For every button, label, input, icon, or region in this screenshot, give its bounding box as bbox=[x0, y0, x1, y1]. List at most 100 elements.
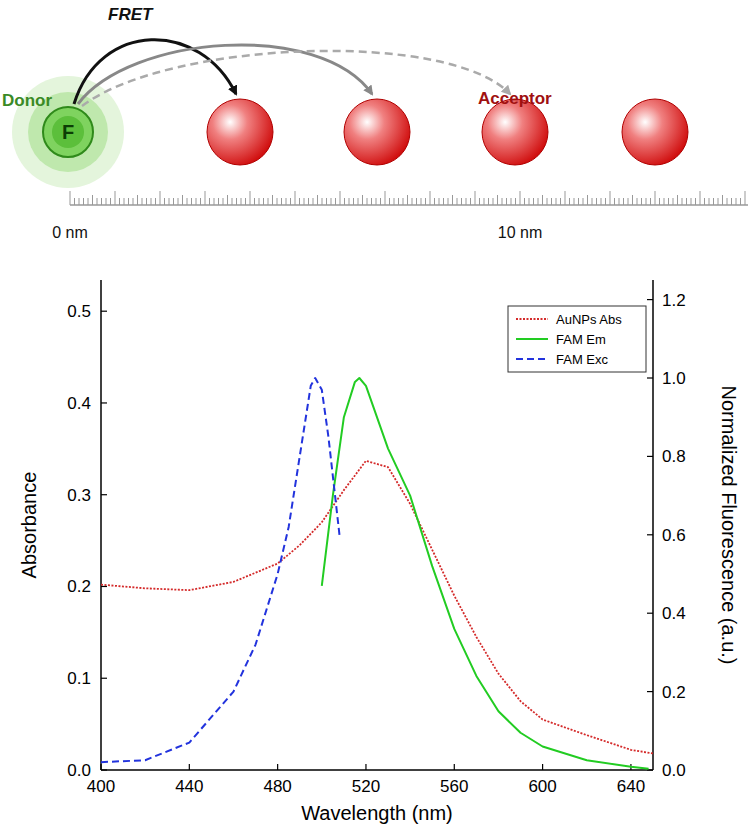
ruler-tick bbox=[713, 198, 714, 205]
legend-label: AuNPs Abs bbox=[556, 312, 622, 327]
x-tick-label: 600 bbox=[528, 777, 556, 796]
legend-label: FAM Exc bbox=[556, 352, 609, 367]
y-tick bbox=[101, 769, 107, 770]
ruler-tick bbox=[200, 198, 201, 205]
ruler-tick bbox=[308, 198, 309, 205]
ruler-tick bbox=[281, 198, 282, 205]
ruler-tick bbox=[452, 195, 453, 205]
ruler-tick bbox=[520, 191, 521, 205]
y-tick-label: 0.5 bbox=[67, 302, 91, 321]
ruler-tick bbox=[173, 198, 174, 205]
fret-arrow bbox=[78, 45, 372, 104]
ruler-tick bbox=[610, 191, 611, 205]
donor-symbol: F bbox=[62, 121, 74, 143]
x-axis-title: Wavelength (nm) bbox=[301, 802, 453, 824]
legend: AuNPs AbsFAM EmFAM Exc bbox=[508, 306, 646, 372]
ruler-tick bbox=[511, 198, 512, 205]
legend-box bbox=[508, 306, 646, 372]
ruler-tick bbox=[659, 198, 660, 205]
ruler-tick bbox=[646, 198, 647, 205]
fret-arrow bbox=[82, 51, 510, 106]
ruler-tick bbox=[479, 198, 480, 205]
ruler-tick bbox=[394, 198, 395, 205]
ruler-tick bbox=[637, 198, 638, 205]
ruler-tick bbox=[470, 198, 471, 205]
fret-title: FRET bbox=[108, 5, 154, 24]
ruler-tick bbox=[700, 191, 701, 205]
ruler-tick bbox=[493, 198, 494, 205]
ruler-tick bbox=[137, 195, 138, 205]
ruler-tick bbox=[506, 198, 507, 205]
ruler-tick bbox=[272, 195, 273, 205]
ruler-tick bbox=[655, 191, 656, 205]
y-tick-label: 0.3 bbox=[67, 486, 91, 505]
y-axis-title: Absorbance bbox=[18, 472, 40, 579]
ruler-tick bbox=[448, 198, 449, 205]
ruler-tick bbox=[722, 195, 723, 205]
ruler-tick bbox=[583, 198, 584, 205]
ruler-tick bbox=[326, 198, 327, 205]
ruler-tick bbox=[119, 198, 120, 205]
x-axis bbox=[101, 769, 653, 771]
x-tick bbox=[100, 764, 101, 770]
ruler-tick bbox=[115, 191, 116, 205]
y2-tick-label: 0.8 bbox=[662, 447, 686, 466]
ruler-tick bbox=[178, 198, 179, 205]
x-tick bbox=[189, 764, 190, 770]
ruler-tick bbox=[641, 198, 642, 205]
donor-label: Donor bbox=[2, 91, 52, 110]
ruler-tick bbox=[556, 198, 557, 205]
ruler-tick bbox=[353, 198, 354, 205]
ruler-tick bbox=[592, 198, 593, 205]
x-tick bbox=[454, 764, 455, 770]
ruler-tick bbox=[542, 195, 543, 205]
ruler-tick bbox=[412, 198, 413, 205]
ruler-tick bbox=[524, 198, 525, 205]
ruler-tick bbox=[205, 191, 206, 205]
ruler-tick bbox=[295, 191, 296, 205]
ruler-tick bbox=[533, 198, 534, 205]
ruler-tick bbox=[313, 198, 314, 205]
y2-tick-label: 1.2 bbox=[662, 291, 686, 310]
ruler-tick bbox=[538, 198, 539, 205]
series-line bbox=[322, 378, 649, 769]
ruler-tick bbox=[286, 198, 287, 205]
ruler-tick bbox=[515, 198, 516, 205]
y-tick-label: 0.2 bbox=[67, 577, 91, 596]
ruler-tick bbox=[502, 198, 503, 205]
y2-tick-label: 0.2 bbox=[662, 683, 686, 702]
ruler-tick bbox=[650, 198, 651, 205]
ruler-tick bbox=[632, 195, 633, 205]
ruler-tick bbox=[718, 198, 719, 205]
ruler-tick bbox=[133, 198, 134, 205]
y-tick-label: 0.4 bbox=[67, 394, 91, 413]
ruler-tick bbox=[385, 191, 386, 205]
ruler-tick bbox=[605, 198, 606, 205]
acceptor-label: Acceptor bbox=[478, 89, 552, 108]
ruler-tick bbox=[344, 198, 345, 205]
ruler-tick bbox=[727, 198, 728, 205]
ruler-tick bbox=[466, 198, 467, 205]
ruler-tick bbox=[398, 198, 399, 205]
ruler-tick bbox=[92, 195, 93, 205]
ruler-tick bbox=[290, 198, 291, 205]
ruler-tick bbox=[731, 198, 732, 205]
ruler-tick bbox=[88, 198, 89, 205]
ruler-tick bbox=[619, 198, 620, 205]
series-line bbox=[101, 378, 339, 762]
ruler-tick bbox=[740, 198, 741, 205]
y-tick bbox=[101, 586, 107, 587]
ruler-label: 10 nm bbox=[498, 224, 542, 241]
ruler-tick bbox=[146, 198, 147, 205]
ruler-tick bbox=[421, 198, 422, 205]
ruler-tick bbox=[362, 195, 363, 205]
ruler-tick bbox=[79, 198, 80, 205]
ruler-tick bbox=[250, 191, 251, 205]
ruler-tick bbox=[376, 198, 377, 205]
ruler-tick bbox=[623, 198, 624, 205]
x-tick bbox=[542, 764, 543, 770]
ruler-tick bbox=[695, 198, 696, 205]
ruler-tick bbox=[187, 198, 188, 205]
ruler-tick bbox=[277, 198, 278, 205]
ruler-tick bbox=[497, 195, 498, 205]
